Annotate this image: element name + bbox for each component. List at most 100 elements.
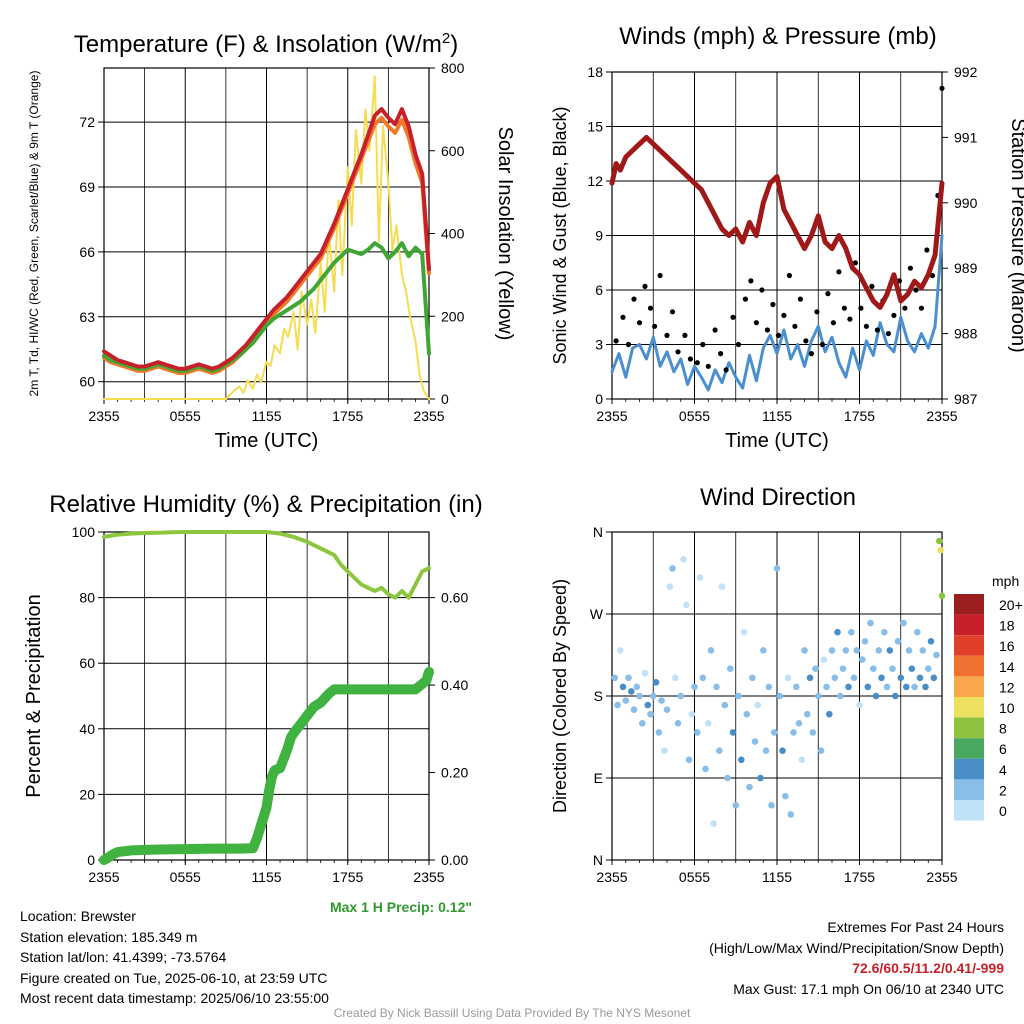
x-tick-label: 1155: [251, 408, 281, 424]
direction-point: [930, 674, 938, 682]
gust-point: [781, 312, 787, 318]
colorbar-swatch: [954, 635, 984, 656]
x-tick-label: 1155: [762, 408, 792, 424]
panel-title: Temperature (F) & Insolation (W/m2): [74, 30, 458, 58]
direction-point: [831, 674, 839, 682]
y2-tick-label: 0: [441, 391, 449, 407]
direction-point: [864, 683, 872, 691]
x-tick-label: 2355: [926, 869, 957, 885]
direction-point: [696, 574, 704, 581]
gust-point: [863, 323, 870, 329]
direction-point: [798, 756, 806, 764]
direction-point: [705, 720, 712, 727]
direction-point: [688, 710, 696, 718]
direction-point: [702, 765, 709, 773]
extremes-heading: Extremes For Past 24 Hours: [827, 919, 1004, 935]
direction-point: [823, 683, 830, 691]
x-tick-label: 1155: [251, 869, 281, 885]
direction-point: [694, 729, 701, 736]
direction-point: [806, 674, 814, 682]
x-tick-label: 1155: [762, 869, 792, 885]
gust-point: [759, 287, 765, 293]
station-elevation: Station elevation: 185.349 m: [20, 928, 198, 945]
gust-point: [874, 327, 881, 333]
direction-point: [809, 729, 817, 736]
direction-point: [661, 747, 668, 754]
panel-title: Relative Humidity (%) & Precipitation (i…: [49, 491, 482, 518]
direction-point: [641, 669, 649, 677]
gust-point: [664, 332, 670, 338]
gust-point: [924, 247, 930, 253]
x-tick-label: 2355: [413, 869, 444, 885]
x-tick-label: 0555: [679, 869, 710, 885]
x-tick-label: 1755: [332, 869, 363, 885]
gust-point: [657, 272, 663, 279]
extremes-values: 72.6/60.5/11.2/0.41/-999: [852, 960, 1004, 976]
direction-point: [617, 647, 624, 654]
colorbar-label: 8: [999, 721, 1007, 737]
direction-point: [919, 647, 927, 654]
gust-point: [712, 327, 718, 333]
direction-point: [837, 692, 844, 700]
y-tick-label: 40: [79, 721, 95, 737]
direction-point: [938, 592, 946, 600]
y-axis-label: Percent & Precipitation: [23, 594, 45, 797]
gust-point: [631, 296, 637, 302]
y2-tick-label: 600: [441, 143, 465, 159]
y2-tick-label: 988: [954, 326, 978, 342]
direction-point: [793, 683, 800, 691]
direction-point: [859, 656, 866, 663]
gust-point: [753, 320, 760, 326]
y-tick-label: N: [593, 524, 603, 540]
y2-tick-label: 0.40: [441, 677, 468, 693]
direction-point: [828, 647, 836, 654]
x-axis-label: Time (UTC): [215, 430, 319, 452]
direction-point: [867, 619, 874, 627]
direction-point: [727, 665, 734, 672]
direction-point: [716, 747, 723, 754]
direction-point: [647, 710, 654, 718]
direction-point: [820, 656, 828, 663]
direction-point: [724, 774, 731, 782]
direction-point: [669, 565, 676, 572]
direction-point: [683, 601, 690, 609]
y-tick-label: 9: [595, 228, 603, 244]
direction-point: [922, 683, 929, 691]
direction-point: [897, 674, 905, 682]
direction-point: [815, 692, 822, 700]
y-tick-label: 3: [595, 337, 603, 353]
gust-point: [652, 323, 658, 329]
direction-point: [848, 628, 855, 636]
y2-tick-label: 991: [954, 129, 978, 145]
direction-point: [743, 710, 751, 718]
gust-point: [819, 341, 826, 348]
direction-point: [925, 665, 932, 672]
y-tick-label: W: [590, 606, 604, 622]
gust-point: [858, 305, 864, 311]
x-tick-label: 2355: [596, 869, 627, 885]
direction-point: [707, 647, 715, 654]
y-tick-label: 100: [72, 524, 96, 540]
direction-point: [677, 692, 685, 700]
x-tick-label: 2355: [926, 408, 957, 424]
panel-title: Winds (mph) & Pressure (mb): [619, 23, 936, 50]
y-tick-label: 0: [595, 391, 603, 407]
direction-point: [765, 683, 773, 691]
precip-line: [99, 666, 434, 865]
gust-point: [836, 269, 842, 275]
gust-point: [918, 305, 925, 311]
y-tick-label: 0: [87, 852, 95, 868]
y-tick-label: 20: [79, 786, 95, 802]
gust-point: [723, 367, 729, 373]
colorbar-swatch: [954, 800, 984, 821]
solar-line: [103, 75, 430, 400]
colorbar-swatch: [954, 676, 984, 697]
direction-point: [790, 729, 797, 736]
direction-point: [735, 692, 742, 700]
x-tick-label: 0555: [170, 869, 201, 885]
pressure-line: [609, 134, 945, 310]
gust-point: [869, 283, 875, 289]
colorbar-label: 18: [999, 618, 1015, 634]
